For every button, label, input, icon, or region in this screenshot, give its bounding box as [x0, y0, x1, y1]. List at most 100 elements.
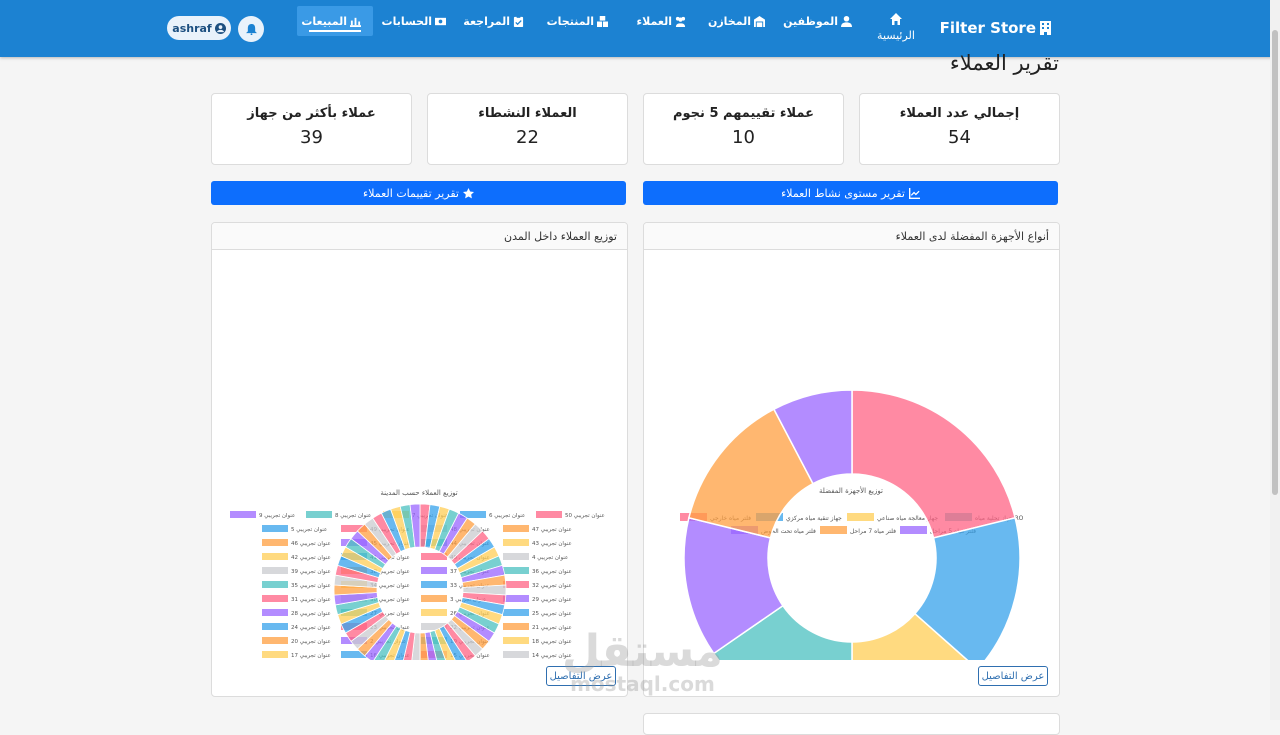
- legend-label[interactable]: عنوان تجريبي 24: [291, 625, 331, 631]
- legend-label[interactable]: عنوان تجريبي 5: [291, 527, 327, 533]
- legend-swatch[interactable]: [503, 553, 529, 560]
- devices-details-button[interactable]: عرض التفاصيل: [978, 666, 1048, 686]
- legend-swatch[interactable]: [341, 651, 367, 658]
- legend-label[interactable]: عنوان تجريبي 9: [259, 513, 295, 519]
- legend-label[interactable]: عنوان تجريبي 36: [532, 569, 572, 575]
- legend-label[interactable]: عنوان تجريبي 31: [291, 597, 331, 603]
- legend-swatch[interactable]: [262, 581, 288, 588]
- legend-label[interactable]: عنوان تجريبي 39: [291, 569, 331, 575]
- nav-customers[interactable]: العملاء: [637, 15, 686, 28]
- nav-accounts[interactable]: الحسابات: [382, 15, 446, 28]
- donut-slice[interactable]: [409, 503, 421, 548]
- legend-label[interactable]: عنوان تجريبي 14: [532, 653, 572, 659]
- legend-label[interactable]: عنوان تجريبي 50: [565, 513, 605, 519]
- ratings-report-button[interactable]: تقرير تقييمات العملاء: [211, 181, 626, 205]
- legend-label[interactable]: عنوان تجريبي 27: [370, 611, 410, 617]
- donut-slice[interactable]: [851, 389, 1017, 539]
- legend-swatch[interactable]: [262, 553, 288, 560]
- legend-swatch[interactable]: [421, 609, 447, 616]
- legend-swatch[interactable]: [536, 511, 562, 518]
- cities-card: توزيع العملاء داخل المدن توزيع العملاء ح…: [211, 222, 628, 697]
- chart-title: توزيع الأجهزة المفضلة: [819, 486, 883, 495]
- page-title: تقرير العملاء: [949, 51, 1059, 75]
- legend-label[interactable]: عنوان تجريبي 17: [291, 653, 331, 659]
- legend-label[interactable]: عنوان تجريبي 4: [532, 555, 568, 561]
- legend-swatch[interactable]: [262, 637, 288, 644]
- legend-label[interactable]: عنوان تجريبي 34: [370, 583, 410, 589]
- activity-report-button[interactable]: تقرير مستوى نشاط العملاء: [643, 181, 1058, 205]
- legend-swatch[interactable]: [262, 609, 288, 616]
- legend-swatch[interactable]: [262, 623, 288, 630]
- legend-swatch[interactable]: [847, 513, 874, 521]
- nav-warehouses-label: المخازن: [707, 15, 751, 28]
- stat-value: 10: [732, 127, 755, 148]
- legend-swatch[interactable]: [262, 539, 288, 546]
- legend-label[interactable]: عنوان تجريبي 18: [532, 639, 572, 645]
- legend-label[interactable]: عنوان تجريبي 32: [532, 583, 572, 589]
- legend-swatch[interactable]: [262, 595, 288, 602]
- legend-swatch[interactable]: [503, 637, 529, 644]
- legend-swatch[interactable]: [306, 511, 332, 518]
- legend-label[interactable]: عنوان تجريبي 42: [291, 555, 331, 561]
- legend-swatch[interactable]: [503, 609, 529, 616]
- notifications-button[interactable]: [238, 16, 264, 42]
- nav-review[interactable]: المراجعة: [463, 15, 524, 28]
- brand[interactable]: Filter Store: [940, 19, 1052, 37]
- nav-warehouses[interactable]: المخازن: [708, 15, 765, 28]
- legend-swatch[interactable]: [503, 623, 529, 630]
- scrollbar-thumb[interactable]: [1272, 30, 1278, 495]
- legend-swatch[interactable]: [421, 553, 447, 560]
- legend-label[interactable]: عنوان تجريبي 6: [489, 513, 525, 519]
- cities-details-button[interactable]: عرض التفاصيل: [546, 666, 616, 686]
- legend-swatch[interactable]: [503, 525, 529, 532]
- donut-slice[interactable]: [851, 612, 978, 660]
- legend-swatch[interactable]: [503, 651, 529, 658]
- legend-label[interactable]: عنوان تجريبي 28: [291, 611, 331, 617]
- vertical-scrollbar[interactable]: [1270, 0, 1280, 720]
- legend-label[interactable]: عنوان تجريبي 25: [532, 611, 572, 617]
- legend-swatch[interactable]: [503, 567, 529, 574]
- legend-swatch[interactable]: [341, 525, 367, 532]
- donut-slice[interactable]: [712, 604, 853, 660]
- legend-label[interactable]: عنوان تجريبي 43: [532, 541, 572, 547]
- legend-swatch[interactable]: [230, 511, 256, 518]
- legend-swatch[interactable]: [900, 526, 927, 534]
- legend-swatch[interactable]: [503, 595, 529, 602]
- legend-swatch[interactable]: [262, 525, 288, 532]
- legend-swatch[interactable]: [421, 581, 447, 588]
- legend-swatch[interactable]: [820, 526, 847, 534]
- legend-label[interactable]: عنوان تجريبي 29: [532, 597, 572, 603]
- nav-products[interactable]: المنتجات: [547, 15, 608, 28]
- nav-home[interactable]: الرئيسية: [876, 13, 916, 42]
- building-icon: [1040, 21, 1051, 35]
- legend-label[interactable]: جهاز معالجة مياه صناعي: [877, 515, 938, 522]
- legend-label[interactable]: عنوان تجريبي 47: [532, 527, 572, 533]
- donut-slice[interactable]: [913, 516, 1021, 660]
- legend-label[interactable]: عنوان تجريبي 35: [291, 583, 331, 589]
- legend-swatch[interactable]: [503, 581, 529, 588]
- legend-label[interactable]: جهاز تنقية مياه مركزي: [786, 515, 842, 522]
- cities-card-header: توزيع العملاء داخل المدن: [212, 223, 627, 250]
- user-circle-icon: [214, 22, 226, 34]
- legend-swatch[interactable]: [421, 623, 447, 630]
- nav-employees[interactable]: الموظفين: [783, 15, 852, 28]
- legend-swatch[interactable]: [421, 595, 447, 602]
- cities-donut-chart: توزيع العملاء حسب المدينة عنوان تجريبي 50…: [230, 489, 605, 660]
- legend-swatch[interactable]: [460, 511, 486, 518]
- legend-swatch[interactable]: [421, 567, 447, 574]
- legend-label[interactable]: فلتر مياه تحت الحوض: [761, 528, 816, 535]
- legend-label[interactable]: عنوان تجريبي 46: [291, 541, 331, 547]
- legend-label[interactable]: عنوان تجريبي 38: [370, 569, 410, 575]
- legend-label[interactable]: عنوان تجريبي 8: [335, 513, 371, 519]
- legend-swatch[interactable]: [503, 539, 529, 546]
- legend-swatch[interactable]: [262, 567, 288, 574]
- donut-slice[interactable]: [772, 389, 853, 485]
- legend-label[interactable]: عنوان تجريبي 20: [291, 639, 331, 645]
- user-menu[interactable]: ashraf: [167, 16, 231, 40]
- legend-label[interactable]: عنوان تجريبي 21: [532, 625, 572, 631]
- legend-label[interactable]: فلتر مياه 7 مراحل: [850, 528, 896, 535]
- star-icon: [462, 187, 474, 198]
- legend-label[interactable]: عنوان تجريبي 30: [370, 597, 410, 603]
- legend-swatch[interactable]: [262, 651, 288, 658]
- nav-sales[interactable]: المبيعات: [297, 6, 373, 36]
